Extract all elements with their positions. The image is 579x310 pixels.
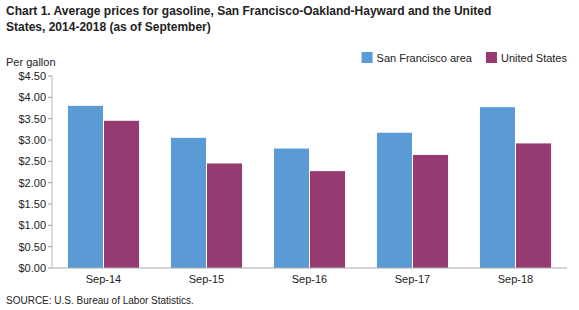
x-tick-label: Sep-18	[498, 273, 533, 285]
y-tick-label: $1.00	[18, 219, 46, 231]
y-axis-line	[52, 76, 53, 268]
y-tick-label: $2.00	[18, 177, 46, 189]
y-tick-label: $0.00	[18, 262, 46, 274]
x-tick-label: Sep-16	[292, 273, 327, 285]
y-tick	[48, 268, 52, 269]
y-tick-label: $0.50	[18, 241, 46, 253]
legend-swatch	[486, 52, 497, 63]
y-tick	[48, 76, 52, 77]
annotation: SOURCE: U.S. Bureau of Labor Statistics.	[6, 295, 194, 306]
bars	[68, 106, 551, 268]
bar	[207, 163, 242, 268]
legend: San Francisco area United States	[362, 52, 568, 64]
y-tick	[48, 182, 52, 183]
bar	[171, 138, 206, 268]
y-tick-label: $3.00	[18, 134, 46, 146]
y-tick	[48, 140, 52, 141]
y-tick	[48, 118, 52, 119]
bar	[413, 155, 448, 268]
y-tick-label: $1.50	[18, 198, 46, 210]
y-tick	[48, 161, 52, 162]
x-tick-label: Sep-14	[86, 273, 121, 285]
y-tick-label: $4.50	[18, 70, 46, 82]
legend-item: United States	[486, 52, 568, 64]
title: Chart 1. Average prices for gasoline, Sa…	[6, 4, 491, 18]
legend-label: United States	[501, 52, 568, 64]
y-tick	[48, 225, 52, 226]
legend-item: San Francisco area	[362, 52, 473, 64]
y-tick	[48, 97, 52, 98]
y-tick	[48, 246, 52, 247]
bar	[104, 121, 139, 268]
x-tick-label: Sep-17	[395, 273, 430, 285]
bar	[274, 149, 309, 268]
y-axis: $0.00 $0.50 $1.00 $1.50 $2.00 $2.50 $3.00 $3.50…	[18, 70, 52, 274]
bar	[68, 106, 103, 268]
y-tick-label: $3.50	[18, 113, 46, 125]
subtitle: States, 2014-2018 (as of September)	[6, 20, 211, 34]
legend-label: San Francisco area	[377, 52, 473, 64]
legend-swatch	[362, 52, 373, 63]
x-tick-label: Sep-15	[189, 273, 224, 285]
bar	[480, 107, 515, 268]
bar	[310, 171, 345, 268]
y-tick-label: $2.50	[18, 155, 46, 167]
y-tick	[48, 204, 52, 205]
bar	[516, 143, 551, 268]
x-axis: Sep-14 Sep-15 Sep-16 Sep-17 Sep-18	[52, 268, 567, 285]
bar	[377, 133, 412, 268]
y-axis-label: Per gallon	[6, 56, 56, 68]
y-tick-label: $4.00	[18, 91, 46, 103]
chart: Chart 1. Average prices for gasoline, Sa…	[0, 0, 579, 310]
x-axis-line	[52, 268, 567, 269]
